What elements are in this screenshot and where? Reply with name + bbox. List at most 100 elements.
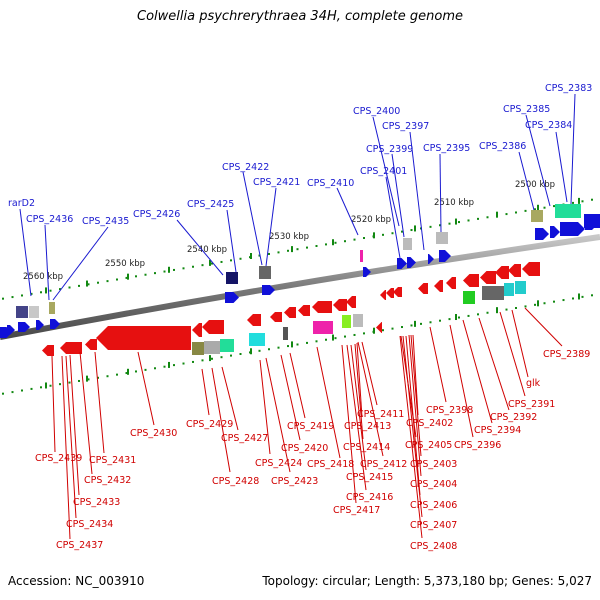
- scale-tick: [127, 368, 129, 375]
- gene-label[interactable]: CPS_2391: [508, 399, 555, 410]
- gene-label[interactable]: CPS_2400: [353, 106, 400, 117]
- gene-label[interactable]: CPS_2411: [357, 409, 404, 420]
- gene-label[interactable]: CPS_2386: [479, 141, 526, 152]
- scale-dot: [429, 225, 432, 228]
- gene-label[interactable]: CPS_2401: [360, 166, 407, 177]
- gene-label[interactable]: CPS_2389: [543, 349, 590, 360]
- scale-dot: [78, 379, 80, 382]
- leader-line: [211, 367, 231, 473]
- gene-arrow: [380, 290, 386, 300]
- scale-dot: [211, 357, 213, 360]
- gene-label[interactable]: CPS_2432: [84, 475, 131, 486]
- gene-label[interactable]: CPS_2436: [26, 214, 73, 225]
- gene-label[interactable]: CPS_2418: [307, 459, 354, 470]
- gene-label[interactable]: CPS_2423: [271, 476, 318, 487]
- gene-label[interactable]: CPS_2434: [66, 519, 113, 530]
- gene-block[interactable]: [353, 314, 363, 327]
- gene-block[interactable]: [16, 306, 28, 318]
- gene-label[interactable]: CPS_2385: [503, 104, 550, 115]
- gene-label[interactable]: CPS_2416: [346, 492, 393, 503]
- gene-label[interactable]: CPS_2399: [366, 144, 413, 155]
- gene-block[interactable]: [342, 315, 351, 328]
- gene-block[interactable]: [226, 272, 238, 284]
- gene-label[interactable]: rarD2: [8, 198, 35, 209]
- gene-block[interactable]: [463, 291, 475, 304]
- scale-dot: [306, 246, 308, 249]
- gene-label[interactable]: CPS_2405: [405, 440, 452, 451]
- gene-label[interactable]: CPS_2406: [410, 500, 457, 511]
- gene-label[interactable]: CPS_2396: [454, 440, 501, 451]
- gene-label[interactable]: CPS_2419: [287, 421, 334, 432]
- gene-label[interactable]: CPS_2414: [343, 442, 390, 453]
- gene-block[interactable]: [436, 232, 448, 244]
- gene-arrow: [96, 326, 191, 350]
- scale-dot: [258, 349, 261, 352]
- gene-label[interactable]: CPS_2424: [255, 458, 302, 469]
- gene-arrow: [585, 214, 600, 230]
- gene-label[interactable]: CPS_2410: [307, 178, 354, 189]
- gene-label[interactable]: CPS_2420: [281, 443, 328, 454]
- gene-label[interactable]: CPS_2421: [253, 177, 300, 188]
- gene-label[interactable]: CPS_2383: [545, 83, 592, 94]
- gene-label[interactable]: CPS_2404: [410, 479, 457, 490]
- gene-block[interactable]: [515, 281, 526, 294]
- gene-label[interactable]: CPS_2433: [73, 497, 120, 508]
- gene-block[interactable]: [29, 306, 39, 318]
- reverse-leader-lines: [51, 307, 563, 540]
- gene-label[interactable]: CPS_2422: [222, 162, 269, 173]
- gene-block[interactable]: [204, 341, 220, 354]
- gene-label[interactable]: CPS_2395: [423, 143, 470, 154]
- leader-line: [265, 187, 277, 267]
- gene-block[interactable]: [249, 333, 265, 346]
- gene-label[interactable]: CPS_2403: [410, 459, 457, 470]
- scale-tick: [455, 314, 457, 321]
- gene-label[interactable]: CPS_2439: [35, 453, 82, 464]
- scale-dot: [486, 311, 489, 314]
- gene-label[interactable]: CPS_2431: [89, 455, 136, 466]
- gene-label[interactable]: CPS_2425: [187, 199, 234, 210]
- gene-label[interactable]: CPS_2408: [410, 541, 457, 552]
- gene-block[interactable]: [259, 266, 271, 279]
- gene-block[interactable]: [482, 286, 504, 300]
- leader-line: [350, 344, 367, 471]
- gene-label[interactable]: CPS_2394: [474, 425, 521, 436]
- gene-label[interactable]: CPS_2402: [406, 418, 453, 429]
- gene-label[interactable]: CPS_2428: [212, 476, 259, 487]
- scale-dot: [334, 337, 337, 340]
- scale-label: 2530 kbp: [269, 232, 309, 242]
- gene-block[interactable]: [220, 339, 234, 352]
- gene-block[interactable]: [403, 238, 412, 250]
- gene-block[interactable]: [49, 302, 55, 314]
- gene-block[interactable]: [531, 210, 543, 222]
- leader-line: [336, 187, 359, 236]
- scale-tick: [168, 361, 170, 368]
- gene-block[interactable]: [504, 283, 514, 296]
- gene-label[interactable]: CPS_2398: [426, 405, 473, 416]
- gene-block[interactable]: [360, 250, 363, 262]
- gene-label[interactable]: CPS_2437: [56, 540, 103, 551]
- gene-label[interactable]: CPS_2429: [186, 419, 233, 430]
- gene-arrow: [346, 296, 356, 308]
- gene-block[interactable]: [283, 327, 288, 340]
- gene-label[interactable]: CPS_2397: [382, 121, 429, 132]
- gene-label[interactable]: CPS_2415: [346, 472, 393, 483]
- gene-label[interactable]: CPS_2427: [221, 433, 268, 444]
- gene-label[interactable]: CPS_2412: [360, 459, 407, 470]
- gene-label[interactable]: CPS_2430: [130, 428, 177, 439]
- leader-line: [511, 309, 529, 378]
- gene-block[interactable]: [313, 321, 333, 334]
- scale-dot: [144, 273, 147, 276]
- scale-dot: [182, 362, 185, 365]
- gene-label[interactable]: CPS_2384: [525, 120, 572, 131]
- scale-dot: [429, 321, 432, 324]
- gene-block[interactable]: [192, 342, 204, 355]
- gene-label[interactable]: CPS_2435: [82, 216, 129, 227]
- gene-label[interactable]: CPS_2413: [344, 421, 391, 432]
- gene-label[interactable]: CPS_2426: [133, 209, 180, 220]
- gene-block[interactable]: [555, 204, 581, 218]
- gene-label[interactable]: glk: [526, 378, 541, 389]
- gene-label[interactable]: CPS_2407: [410, 520, 457, 531]
- gene-label[interactable]: CPS_2392: [490, 412, 537, 423]
- gene-label[interactable]: CPS_2417: [333, 505, 380, 516]
- scale-dot: [116, 278, 118, 281]
